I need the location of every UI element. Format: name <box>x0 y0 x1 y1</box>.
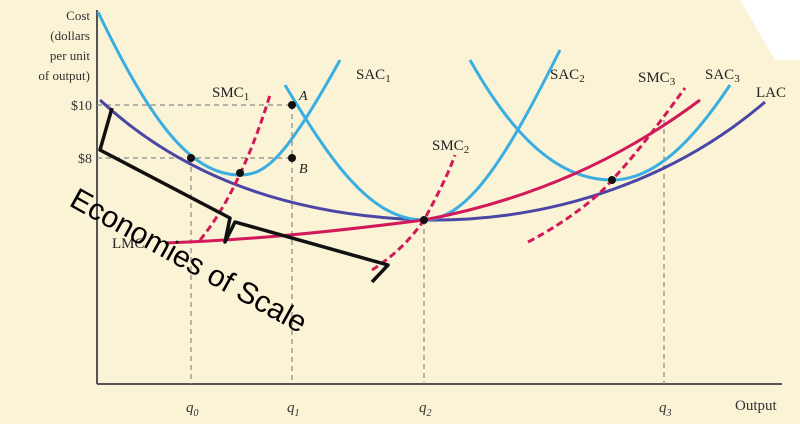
label-smc2: SMC2 <box>432 138 469 156</box>
label-b: B <box>299 162 308 177</box>
smc3-curve <box>527 87 687 244</box>
y-tick-10: $10 <box>71 99 92 114</box>
x-ticks: q0 q1 q2 q3 <box>186 400 672 419</box>
label-smc1: SMC1 <box>212 85 249 103</box>
label-lac: LAC <box>756 85 786 101</box>
x-axis-title: Output <box>735 398 778 414</box>
point-sac1-min <box>236 169 244 177</box>
economies-brace <box>98 107 390 284</box>
x-tick-q0: q0 <box>186 400 199 419</box>
intersection-points <box>187 101 616 224</box>
label-smc3: SMC3 <box>638 70 676 88</box>
y-title-line-1: Cost <box>66 8 90 23</box>
curve-labels: SAC1 SAC2 SAC3 SMC1 SMC2 SMC3 LAC LMC <box>112 67 786 252</box>
point-b <box>288 154 296 162</box>
y-title-line-2: (dollars <box>50 28 90 43</box>
label-lmc: LMC <box>112 236 145 252</box>
sac1-curve <box>96 11 342 177</box>
guide-lines <box>97 104 665 384</box>
corner-patch <box>740 0 800 60</box>
x-tick-q2: q2 <box>419 400 432 419</box>
y-title-line-3: per unit <box>50 48 90 63</box>
smc2-curve <box>371 154 457 272</box>
point-sac3-min <box>608 176 616 184</box>
label-sac3: SAC3 <box>705 67 740 85</box>
label-sac1: SAC1 <box>356 67 391 85</box>
label-sac2: SAC2 <box>550 67 585 85</box>
y-tick-8: $8 <box>78 152 92 167</box>
y-axis-title: Cost (dollars per unit of output) <box>38 8 90 83</box>
x-tick-q1: q1 <box>287 400 300 419</box>
y-title-line-4: of output) <box>38 68 90 83</box>
x-tick-q3: q3 <box>659 400 672 419</box>
point-q0-8 <box>187 154 195 162</box>
point-q2 <box>420 216 428 224</box>
label-a: A <box>298 89 308 104</box>
smc1-curve <box>198 94 272 241</box>
point-a <box>288 101 296 109</box>
economies-of-scale-label: Economies of Scale <box>65 182 313 339</box>
